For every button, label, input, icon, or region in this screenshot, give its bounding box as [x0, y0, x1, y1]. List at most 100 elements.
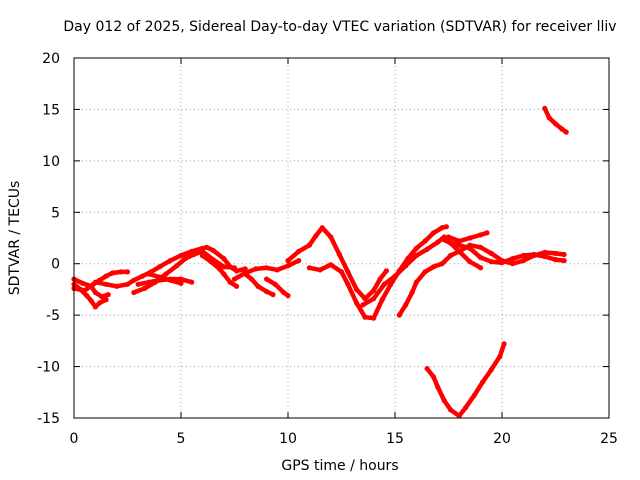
data-point — [484, 230, 490, 236]
data-point — [467, 259, 473, 265]
data-point — [146, 279, 152, 285]
data-point — [109, 270, 116, 276]
x-tick-label: 5 — [177, 431, 186, 447]
data-track — [424, 341, 507, 419]
data-point — [231, 276, 238, 282]
data-point — [328, 234, 334, 240]
y-tick-label: -5 — [46, 308, 60, 324]
data-track — [306, 224, 449, 321]
data-point — [178, 280, 184, 286]
data-point — [178, 252, 184, 259]
data-point — [191, 251, 197, 258]
data-point — [227, 279, 233, 285]
data-point — [371, 315, 377, 321]
data-point — [92, 279, 98, 285]
data-point — [221, 271, 227, 277]
data-point — [189, 279, 195, 285]
data-point — [435, 239, 441, 245]
data-point — [561, 251, 567, 258]
data-point — [216, 266, 223, 272]
data-track — [445, 230, 490, 244]
data-point — [199, 248, 205, 254]
data-point — [84, 293, 90, 299]
data-point — [463, 405, 469, 411]
y-axis-label: SDTVAR / TECUs — [7, 181, 23, 296]
data-point — [142, 285, 148, 291]
data-point — [199, 252, 205, 259]
data-point — [497, 353, 503, 359]
data-point — [362, 314, 368, 320]
y-tick-label: 5 — [51, 205, 60, 221]
data-point — [471, 392, 477, 398]
y-tick-label: 15 — [42, 102, 60, 118]
data-point — [255, 283, 261, 289]
x-tick-label: 0 — [70, 431, 79, 447]
data-track — [71, 281, 109, 310]
x-tick-label: 20 — [493, 431, 511, 447]
data-point — [422, 238, 428, 244]
data-point — [92, 289, 98, 296]
data-point — [167, 277, 173, 283]
data-point — [441, 397, 447, 404]
data-point — [488, 250, 494, 256]
data-track — [71, 269, 131, 294]
data-point — [439, 236, 445, 242]
data-point — [353, 300, 360, 306]
data-point — [396, 312, 402, 318]
data-point — [520, 258, 527, 264]
data-point — [103, 273, 109, 279]
data-point — [285, 258, 291, 264]
data-point — [274, 267, 280, 273]
data-point — [285, 263, 291, 269]
data-point — [328, 262, 334, 268]
data-point — [430, 230, 437, 236]
data-point — [306, 265, 312, 271]
data-point — [561, 258, 567, 264]
data-point — [92, 304, 98, 310]
data-point — [422, 269, 428, 275]
x-axis-label: GPS time / hours — [281, 458, 398, 474]
data-point — [360, 302, 366, 308]
data-point — [371, 287, 377, 294]
data-point — [353, 286, 360, 292]
data-point — [392, 273, 398, 279]
data-point — [103, 297, 109, 303]
data-point — [131, 277, 137, 283]
data-point — [88, 283, 94, 289]
data-point — [552, 121, 559, 127]
data-point — [413, 252, 419, 259]
data-track-line — [264, 276, 291, 298]
data-point — [542, 105, 548, 111]
data-point — [264, 276, 270, 282]
data-track — [264, 276, 291, 299]
data-point — [488, 259, 494, 265]
data-point — [480, 379, 486, 385]
data-track — [92, 244, 248, 289]
data-track — [146, 271, 184, 286]
data-point — [448, 252, 454, 259]
data-point — [210, 247, 216, 253]
data-track — [71, 276, 111, 300]
data-point — [362, 296, 368, 302]
data-point — [249, 276, 255, 282]
data-point — [377, 276, 383, 282]
data-point — [510, 261, 516, 267]
data-point — [242, 271, 248, 277]
data-point — [174, 263, 180, 269]
data-point — [88, 298, 94, 304]
data-point — [435, 384, 441, 390]
data-point — [178, 276, 184, 282]
data-point — [379, 297, 385, 303]
data-track — [285, 225, 389, 302]
data-point — [103, 281, 109, 287]
data-point — [448, 407, 454, 413]
data-point — [167, 258, 173, 264]
data-point — [531, 252, 537, 259]
data-track — [542, 105, 569, 135]
data-point — [99, 294, 105, 300]
data-point — [559, 126, 565, 132]
data-point — [478, 265, 484, 271]
plot-area — [71, 105, 569, 419]
data-point — [552, 257, 559, 263]
